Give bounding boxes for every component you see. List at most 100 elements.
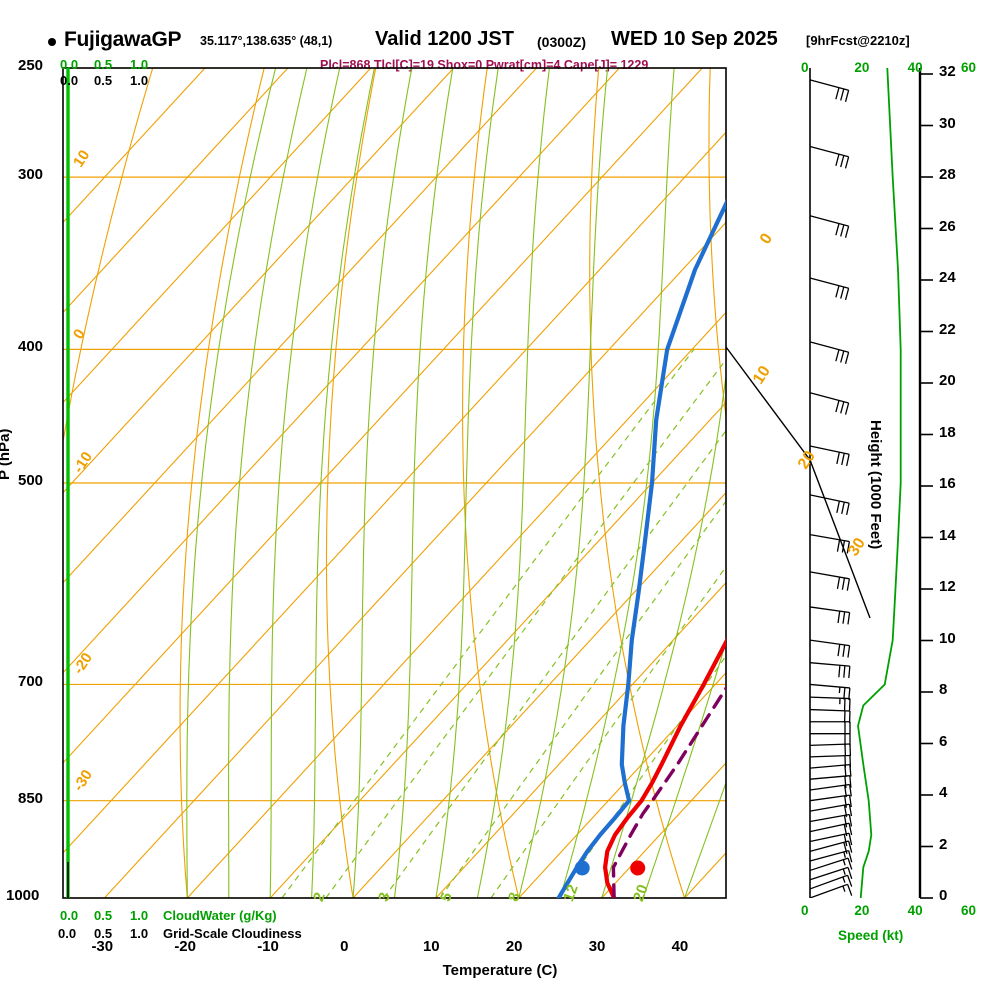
pressure-tick-700: 700 bbox=[18, 673, 44, 691]
wind-barb bbox=[809, 743, 852, 757]
wind-barb bbox=[809, 639, 851, 658]
wind-barb bbox=[809, 874, 853, 890]
cloudiness-tick-bot-2: 1.0 bbox=[130, 926, 149, 941]
cloudiness-tick-bot-0: 0.0 bbox=[58, 926, 77, 941]
cloudiness-tick-bot-1: 0.5 bbox=[94, 926, 113, 941]
station-dot-icon bbox=[48, 38, 56, 46]
series-dewpoint bbox=[556, 199, 726, 898]
cloudwater-tick-bot-1: 0.5 bbox=[94, 908, 113, 923]
height-tick-6: 6 bbox=[939, 732, 948, 750]
cloudwater-tick-top-0: 0.0 bbox=[60, 57, 79, 72]
speed-tick-top-60: 60 bbox=[961, 60, 977, 75]
height-tick-8: 8 bbox=[939, 681, 948, 698]
speed-tick-top-0: 0 bbox=[801, 60, 809, 75]
temperature-tick-0: 0 bbox=[340, 938, 349, 955]
height-tick-20: 20 bbox=[939, 372, 956, 389]
plot-frame bbox=[62, 67, 727, 899]
cloudwater-axis-title: CloudWater (g/Kg) bbox=[163, 908, 277, 923]
height-axis-title: Height (1000 Feet) bbox=[867, 420, 884, 550]
wind-barb bbox=[809, 145, 850, 169]
temperature-tick--30: -30 bbox=[91, 938, 114, 955]
wind-envelope-line bbox=[725, 346, 871, 619]
speed-tick-top-20: 20 bbox=[854, 60, 870, 75]
temperature-tick-20: 20 bbox=[505, 938, 523, 955]
temperature-tick--20: -20 bbox=[174, 938, 196, 955]
wind-barb bbox=[809, 813, 853, 828]
wind-barb bbox=[809, 840, 853, 855]
temperature-tick-40: 40 bbox=[671, 938, 689, 955]
wind-barb bbox=[809, 857, 853, 872]
speed-tick-bot-40: 40 bbox=[907, 903, 923, 918]
wind-speed-line bbox=[857, 68, 902, 898]
cloudiness-axis-title: Grid-Scale Cloudiness bbox=[163, 926, 302, 941]
cloudiness-tick-top-0: 0.0 bbox=[60, 73, 79, 88]
speed-tick-bot-20: 20 bbox=[854, 903, 870, 918]
height-tick-30: 30 bbox=[939, 114, 956, 132]
wind-barb bbox=[809, 392, 850, 415]
speed-tick-bot-60: 60 bbox=[961, 903, 977, 918]
valid-time: Valid 1200 JST bbox=[375, 28, 514, 50]
cloudwater-tick-top-1: 0.5 bbox=[94, 57, 113, 72]
height-tick-0: 0 bbox=[939, 887, 948, 904]
wind-barb bbox=[809, 763, 852, 778]
wind-barb bbox=[810, 721, 851, 734]
wind-barb bbox=[809, 883, 853, 898]
height-tick-2: 2 bbox=[939, 835, 948, 853]
height-tick-4: 4 bbox=[939, 784, 948, 801]
height-tick-14: 14 bbox=[939, 526, 956, 544]
height-tick-32: 32 bbox=[939, 63, 956, 80]
height-tick-28: 28 bbox=[939, 166, 956, 183]
wind-barb bbox=[809, 832, 853, 847]
wind-barb bbox=[809, 696, 851, 711]
surface-markers bbox=[574, 860, 646, 876]
temperature-axis-title: Temperature (C) bbox=[442, 962, 558, 979]
wind-barb bbox=[809, 277, 850, 301]
height-tick-18: 18 bbox=[939, 423, 956, 441]
pressure-tick-300: 300 bbox=[18, 166, 44, 184]
sounding-traces bbox=[556, 199, 726, 898]
height-axis-ticks bbox=[920, 73, 933, 899]
pressure-tick-1000: 1000 bbox=[6, 887, 40, 904]
wind-barb bbox=[809, 662, 851, 679]
wind-barbs bbox=[809, 79, 853, 898]
height-tick-16: 16 bbox=[939, 475, 956, 492]
valid-time-zulu: (0300Z) bbox=[537, 34, 587, 50]
height-tick-10: 10 bbox=[939, 629, 956, 647]
wind-speed-profile bbox=[857, 68, 902, 898]
wind-barb bbox=[809, 79, 850, 102]
cloudiness-tick-top-2: 1.0 bbox=[130, 73, 149, 88]
wind-barb bbox=[809, 341, 850, 364]
speed-axis-title: Speed (kt) bbox=[838, 928, 904, 943]
series-temperature bbox=[603, 637, 726, 898]
valid-date: WED 10 Sep 2025 bbox=[611, 28, 778, 50]
temperature-tick-30: 30 bbox=[588, 938, 606, 955]
wind-barb bbox=[809, 445, 850, 467]
wind-barb bbox=[809, 708, 851, 723]
temperature-tick-10: 10 bbox=[422, 938, 440, 955]
forecast-hour: [9hrFcst@2210z] bbox=[806, 33, 910, 48]
wind-barb bbox=[809, 533, 851, 554]
height-tick-24: 24 bbox=[939, 269, 956, 286]
wind-barb bbox=[809, 866, 853, 881]
wind-barb bbox=[809, 494, 850, 516]
wind-barb bbox=[809, 775, 852, 789]
wind-barb bbox=[809, 606, 851, 625]
surface-dewpoint-marker bbox=[574, 860, 590, 876]
station-coordinates: 35.117°,138.635° (48,1) bbox=[200, 34, 333, 48]
pressure-axis-title: P (hPa) bbox=[0, 428, 13, 480]
pressure-tick-400: 400 bbox=[18, 338, 44, 356]
height-tick-26: 26 bbox=[939, 217, 956, 235]
cloudwater-tick-bot-2: 1.0 bbox=[130, 908, 149, 923]
speed-tick-bot-0: 0 bbox=[801, 903, 809, 918]
wind-barb bbox=[809, 571, 851, 591]
height-tick-12: 12 bbox=[939, 578, 956, 595]
wind-barb bbox=[809, 849, 853, 863]
cloudwater-tick-bot-0: 0.0 bbox=[60, 908, 79, 923]
speed-tick-top-40: 40 bbox=[907, 60, 923, 75]
wind-barb bbox=[809, 215, 850, 238]
surface-temperature-marker bbox=[630, 860, 646, 876]
pressure-tick-500: 500 bbox=[18, 472, 44, 489]
cloudwater-tick-top-2: 1.0 bbox=[130, 57, 149, 72]
